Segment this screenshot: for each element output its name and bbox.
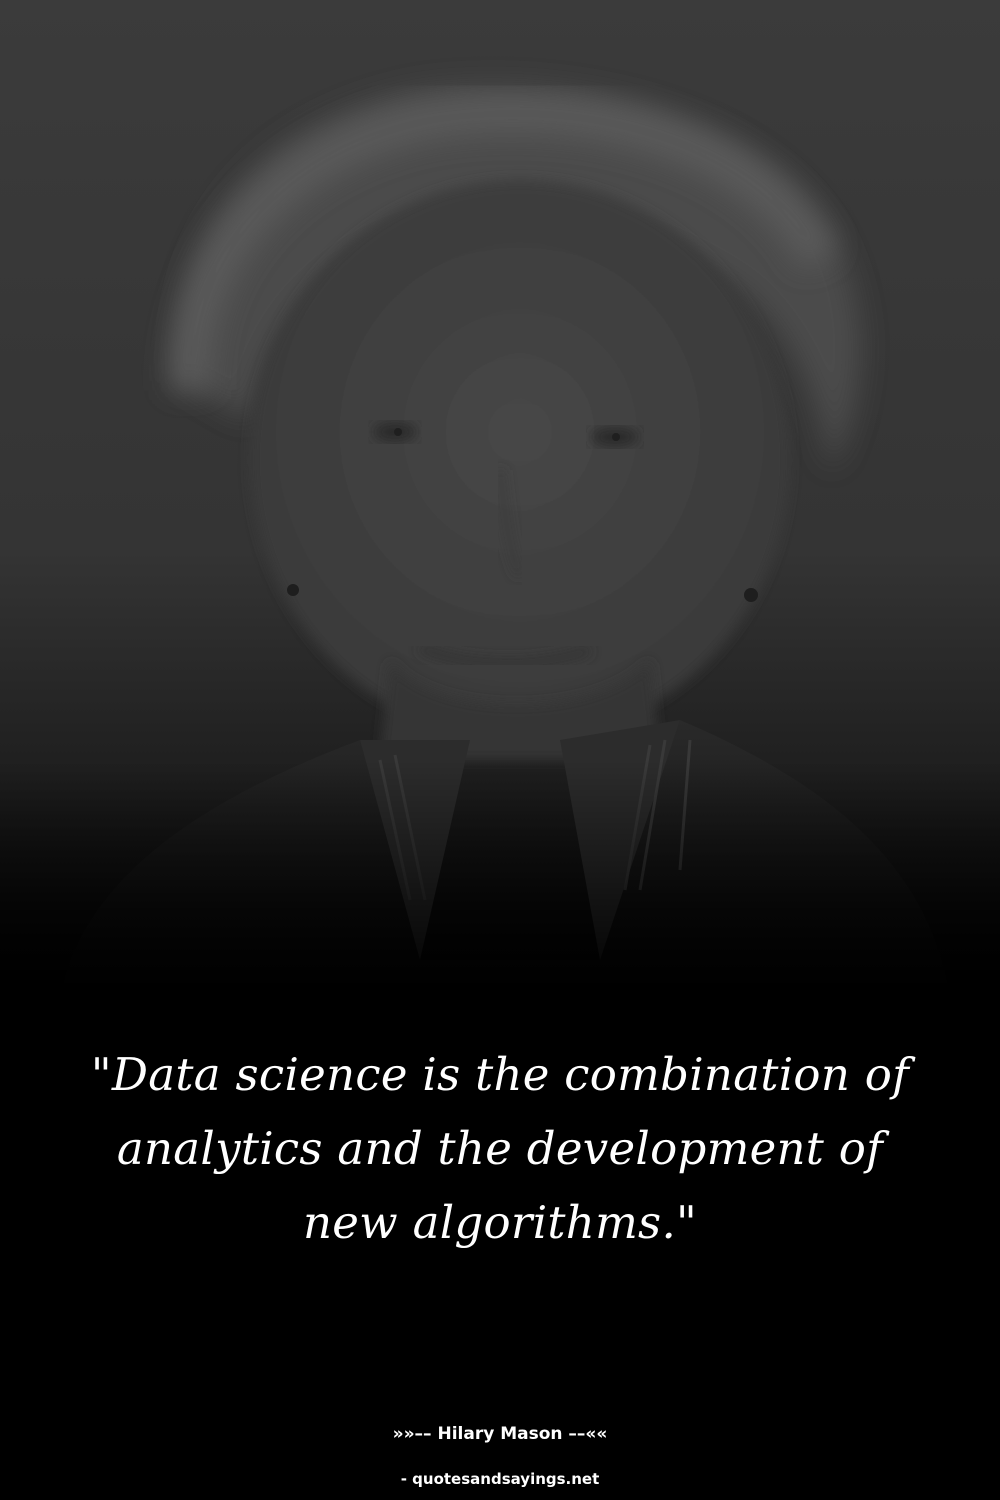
author-attribution: »»–– Hilary Mason ––«« (392, 1424, 608, 1444)
source-credit: - quotesandsayings.net (400, 1470, 600, 1488)
quote-text: "Data science is the combination of anal… (90, 1048, 910, 1249)
portrait-photo (0, 0, 1000, 1000)
